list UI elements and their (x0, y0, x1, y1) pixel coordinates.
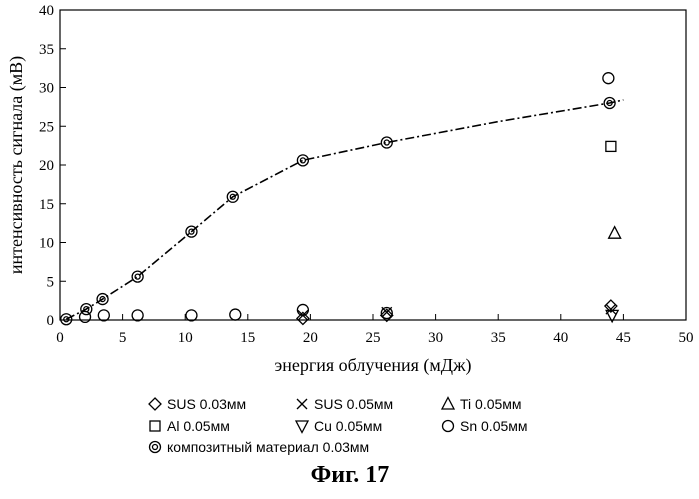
legend-label: Ti 0.05мм (460, 396, 522, 412)
legend-marker-circle (443, 421, 454, 432)
y-tick-label: 5 (47, 274, 55, 290)
x-tick-label: 45 (616, 330, 631, 346)
legend-item: Sn 0.05мм (443, 418, 528, 434)
legend-item: SUS 0.05мм (297, 396, 393, 412)
legend-label: SUS 0.03мм (167, 396, 246, 412)
legend-marker-x (297, 399, 307, 409)
x-tick-label: 30 (428, 330, 443, 346)
data-point-double-circle (61, 314, 72, 325)
y-tick-label: 0 (47, 313, 55, 329)
data-point-circle (230, 309, 241, 320)
data-point-circle (603, 73, 614, 84)
legend-label: Cu 0.05мм (314, 418, 382, 434)
legend-marker-square (150, 421, 160, 431)
data-point-circle (80, 311, 91, 322)
data-point-triangle-up (609, 227, 621, 239)
x-tick-label: 25 (366, 330, 381, 346)
x-tick-label: 0 (56, 330, 64, 346)
legend-label: композитный материал 0.03мм (167, 439, 369, 455)
x-axis-ticks: 0 5 10 15 20 25 30 35 40 45 50 (56, 314, 693, 346)
y-tick-label: 10 (39, 236, 54, 252)
x-axis-label: энергия облучения (мДж) (274, 355, 471, 376)
legend-marker-diamond (149, 398, 161, 410)
data-point-circle (132, 310, 143, 321)
y-axis-ticks: 0 5 10 15 20 25 30 35 40 (39, 3, 66, 329)
figure-caption: Фиг. 17 (311, 462, 390, 488)
data-points (61, 73, 621, 325)
x-tick-label: 50 (679, 330, 694, 346)
y-tick-label: 40 (39, 3, 54, 19)
legend-item: Cu 0.05мм (296, 418, 382, 434)
data-point-double-circle (297, 155, 308, 166)
data-point-circle (297, 304, 308, 315)
data-point-square (606, 141, 616, 151)
legend-item: композитный материал 0.03мм (150, 439, 370, 455)
legend-item: SUS 0.03мм (149, 396, 246, 412)
legend: SUS 0.03мм SUS 0.05мм Ti 0.05мм Al 0.05мм Cu… (149, 396, 528, 455)
legend-label: Sn 0.05мм (460, 418, 528, 434)
legend-label: SUS 0.05мм (314, 396, 393, 412)
y-tick-label: 15 (39, 197, 54, 213)
x-tick-label: 10 (178, 330, 193, 346)
x-tick-label: 5 (119, 330, 127, 346)
x-tick-label: 20 (303, 330, 318, 346)
data-point-circle (186, 310, 197, 321)
y-axis-label: интенсивность сигнала (мВ) (6, 56, 27, 274)
trend-line (66, 100, 623, 319)
x-tick-label: 35 (491, 330, 506, 346)
y-tick-label: 30 (39, 81, 54, 97)
legend-item: Ti 0.05мм (442, 396, 522, 412)
legend-marker-triangle-down (296, 421, 308, 433)
y-tick-label: 20 (39, 158, 54, 174)
x-tick-label: 15 (240, 330, 255, 346)
data-point-circle (98, 310, 109, 321)
y-tick-label: 35 (39, 42, 54, 58)
y-tick-label: 25 (39, 119, 54, 135)
legend-marker-double-circle (150, 442, 161, 453)
legend-marker-triangle-up (442, 398, 454, 410)
data-point-double-circle (132, 271, 143, 282)
plot-frame (60, 10, 686, 320)
legend-item: Al 0.05мм (150, 418, 230, 434)
x-tick-label: 40 (553, 330, 568, 346)
legend-label: Al 0.05мм (167, 418, 230, 434)
